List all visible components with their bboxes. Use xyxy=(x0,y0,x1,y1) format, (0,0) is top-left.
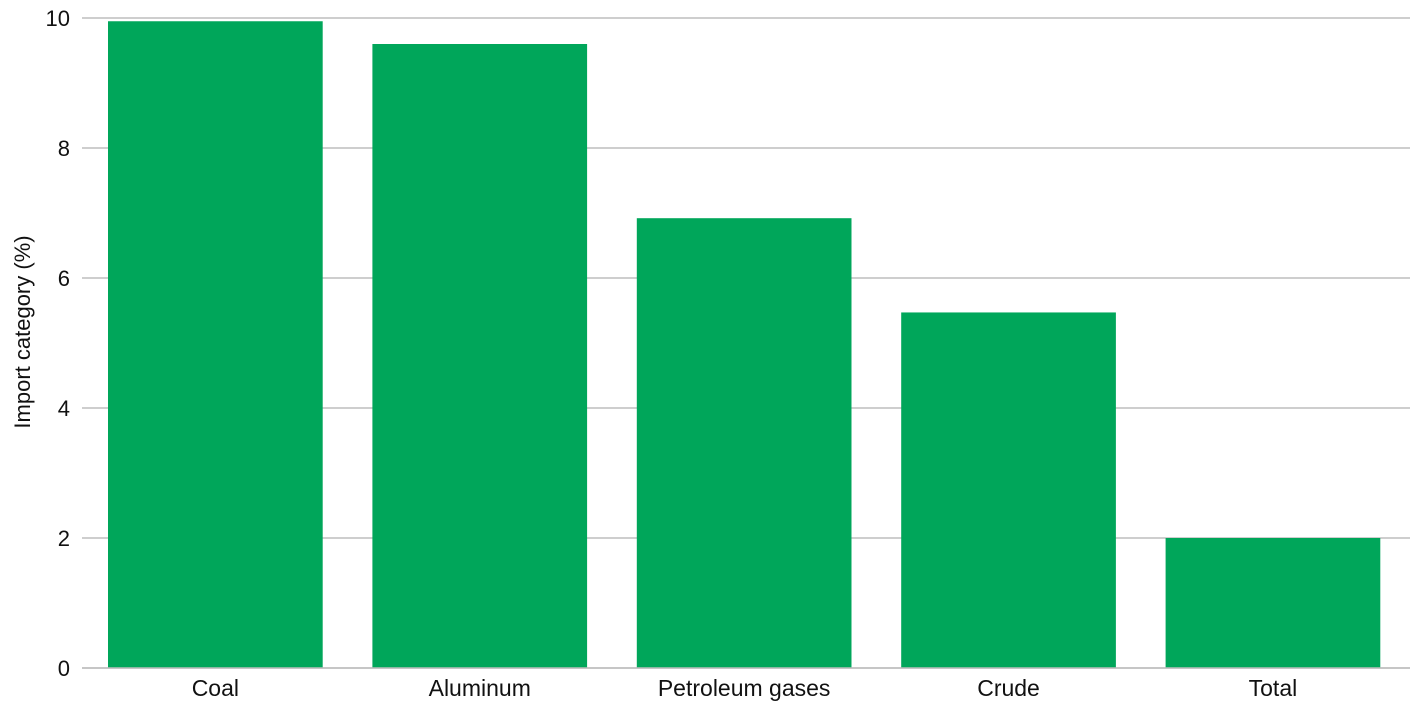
x-category-label: Total xyxy=(1249,675,1298,701)
bar-crude xyxy=(901,312,1116,668)
bar-coal xyxy=(108,21,323,668)
bars xyxy=(82,21,1410,669)
bar-petroleum-gases xyxy=(636,218,852,668)
y-tick-label: 10 xyxy=(46,6,70,31)
y-tick-label: 0 xyxy=(58,656,70,681)
bar-total xyxy=(1165,538,1381,668)
y-axis-title: Import category (%) xyxy=(10,235,35,428)
x-category-label: Petroleum gases xyxy=(658,675,831,701)
x-axis-labels: Coal Aluminum Petroleum gases Crude Total xyxy=(192,675,1298,701)
y-tick-label: 6 xyxy=(58,266,70,291)
y-axis-ticks: 0 2 4 6 8 10 xyxy=(46,6,70,681)
bar-aluminum xyxy=(372,44,588,668)
y-tick-label: 4 xyxy=(58,396,70,421)
y-tick-label: 8 xyxy=(58,136,70,161)
y-tick-label: 2 xyxy=(58,526,70,551)
x-category-label: Crude xyxy=(977,675,1040,701)
x-category-label: Coal xyxy=(192,675,239,701)
x-category-label: Aluminum xyxy=(429,675,531,701)
